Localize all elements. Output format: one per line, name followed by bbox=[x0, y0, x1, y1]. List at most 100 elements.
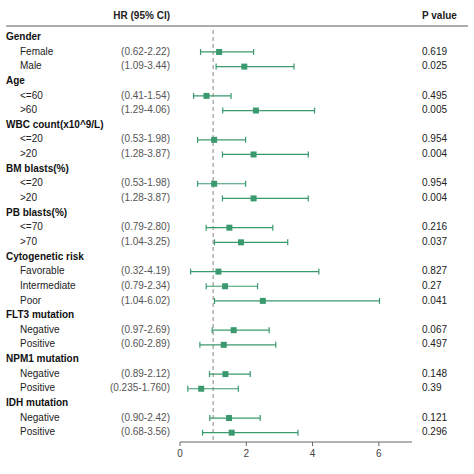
ci-line bbox=[210, 417, 260, 418]
row-label: Positive bbox=[20, 426, 55, 437]
ci-cap bbox=[293, 64, 294, 70]
ci-cap bbox=[222, 108, 223, 114]
header-rule bbox=[6, 26, 468, 27]
ci-cap bbox=[222, 151, 223, 157]
ci-cap bbox=[199, 342, 200, 348]
p-value: 0.954 bbox=[422, 133, 447, 144]
error-bar bbox=[203, 430, 298, 436]
error-bar bbox=[210, 415, 260, 421]
hr-point bbox=[215, 269, 221, 275]
x-tick bbox=[378, 442, 379, 446]
p-value: 0.025 bbox=[422, 60, 447, 71]
ci-cap bbox=[272, 225, 273, 231]
ci-cap bbox=[200, 49, 201, 55]
x-tick-label: 6 bbox=[376, 448, 382, 459]
ci-label: (1.28-3.87) bbox=[121, 192, 170, 203]
ci-line bbox=[212, 330, 269, 331]
ci-cap bbox=[269, 327, 270, 333]
ci-label: (0.79-2.34) bbox=[121, 280, 170, 291]
ci-line bbox=[206, 286, 257, 287]
x-tick bbox=[246, 442, 247, 446]
ci-cap bbox=[222, 195, 223, 201]
hr-point bbox=[241, 64, 247, 70]
ci-label: (1.04-3.25) bbox=[121, 236, 170, 247]
row-label: >60 bbox=[20, 104, 37, 115]
hr-point bbox=[229, 430, 235, 436]
ci-line bbox=[214, 242, 287, 243]
ci-cap bbox=[206, 225, 207, 231]
row-label: >20 bbox=[20, 148, 37, 159]
row-label: Intermediate bbox=[20, 280, 76, 291]
ci-cap bbox=[275, 342, 276, 348]
x-tick bbox=[180, 442, 181, 446]
column-header: P value bbox=[422, 10, 457, 21]
row-label: <=20 bbox=[20, 177, 43, 188]
hr-point bbox=[216, 49, 222, 55]
hr-point bbox=[251, 195, 257, 201]
ci-line bbox=[188, 388, 239, 389]
x-axis bbox=[180, 442, 412, 443]
ci-line bbox=[216, 66, 294, 67]
reference-line bbox=[213, 30, 214, 440]
ci-line bbox=[222, 154, 308, 155]
error-bar bbox=[200, 342, 276, 348]
ci-cap bbox=[190, 269, 191, 275]
row-label: Positive bbox=[20, 338, 55, 349]
hr-point bbox=[238, 239, 244, 245]
ci-label: (0.32-4.19) bbox=[121, 265, 170, 276]
p-value: 0.004 bbox=[422, 148, 447, 159]
ci-cap bbox=[318, 269, 319, 275]
group-label: Gender bbox=[6, 31, 41, 42]
p-value: 0.148 bbox=[422, 368, 447, 379]
x-tick-label: 4 bbox=[310, 448, 316, 459]
ci-cap bbox=[193, 93, 194, 99]
ci-line bbox=[198, 139, 246, 140]
error-bar bbox=[188, 386, 239, 392]
error-bar bbox=[212, 327, 269, 333]
error-bar bbox=[201, 49, 254, 55]
ci-cap bbox=[187, 386, 188, 392]
ci-cap bbox=[230, 93, 231, 99]
row-label: Female bbox=[20, 46, 54, 57]
row-label: >70 bbox=[20, 236, 37, 247]
group-label: PB blasts(%) bbox=[6, 207, 67, 218]
ci-label: (0.68-3.56) bbox=[121, 426, 170, 437]
ci-line bbox=[200, 344, 276, 345]
ci-label: (0.60-2.89) bbox=[121, 338, 170, 349]
ci-label: (0.53-1.98) bbox=[121, 177, 170, 188]
group-label: NPM1 mutation bbox=[6, 353, 79, 364]
ci-line bbox=[191, 271, 319, 272]
p-value: 0.004 bbox=[422, 192, 447, 203]
group-label: WBC count(x10^9/L) bbox=[6, 119, 104, 130]
ci-cap bbox=[197, 137, 198, 143]
row-label: >20 bbox=[20, 192, 37, 203]
error-bar bbox=[214, 298, 379, 304]
p-value: 0.495 bbox=[422, 90, 447, 101]
hr-point bbox=[260, 298, 266, 304]
ci-cap bbox=[238, 386, 239, 392]
error-bar bbox=[206, 283, 257, 289]
ci-label: (0.235-1.760) bbox=[110, 382, 170, 393]
error-bar bbox=[198, 137, 246, 143]
ci-cap bbox=[216, 64, 217, 70]
ci-label: (0.62-2.22) bbox=[121, 46, 170, 57]
hr-point bbox=[226, 415, 232, 421]
p-value: 0.216 bbox=[422, 221, 447, 232]
p-value: 0.121 bbox=[422, 412, 447, 423]
ci-label: (0.53-1.98) bbox=[121, 133, 170, 144]
error-bar bbox=[198, 181, 246, 187]
hr-point bbox=[221, 342, 227, 348]
p-value: 0.497 bbox=[422, 338, 447, 349]
ci-cap bbox=[245, 137, 246, 143]
row-label: Negative bbox=[20, 368, 60, 379]
ci-cap bbox=[308, 195, 309, 201]
error-bar bbox=[222, 195, 308, 201]
hr-point bbox=[222, 283, 228, 289]
p-value: 0.041 bbox=[422, 295, 447, 306]
error-bar bbox=[216, 64, 294, 70]
ci-cap bbox=[212, 327, 213, 333]
ci-line bbox=[206, 227, 273, 228]
group-label: Age bbox=[6, 75, 25, 86]
p-value: 0.067 bbox=[422, 324, 447, 335]
ci-label: (1.04-6.02) bbox=[121, 295, 170, 306]
